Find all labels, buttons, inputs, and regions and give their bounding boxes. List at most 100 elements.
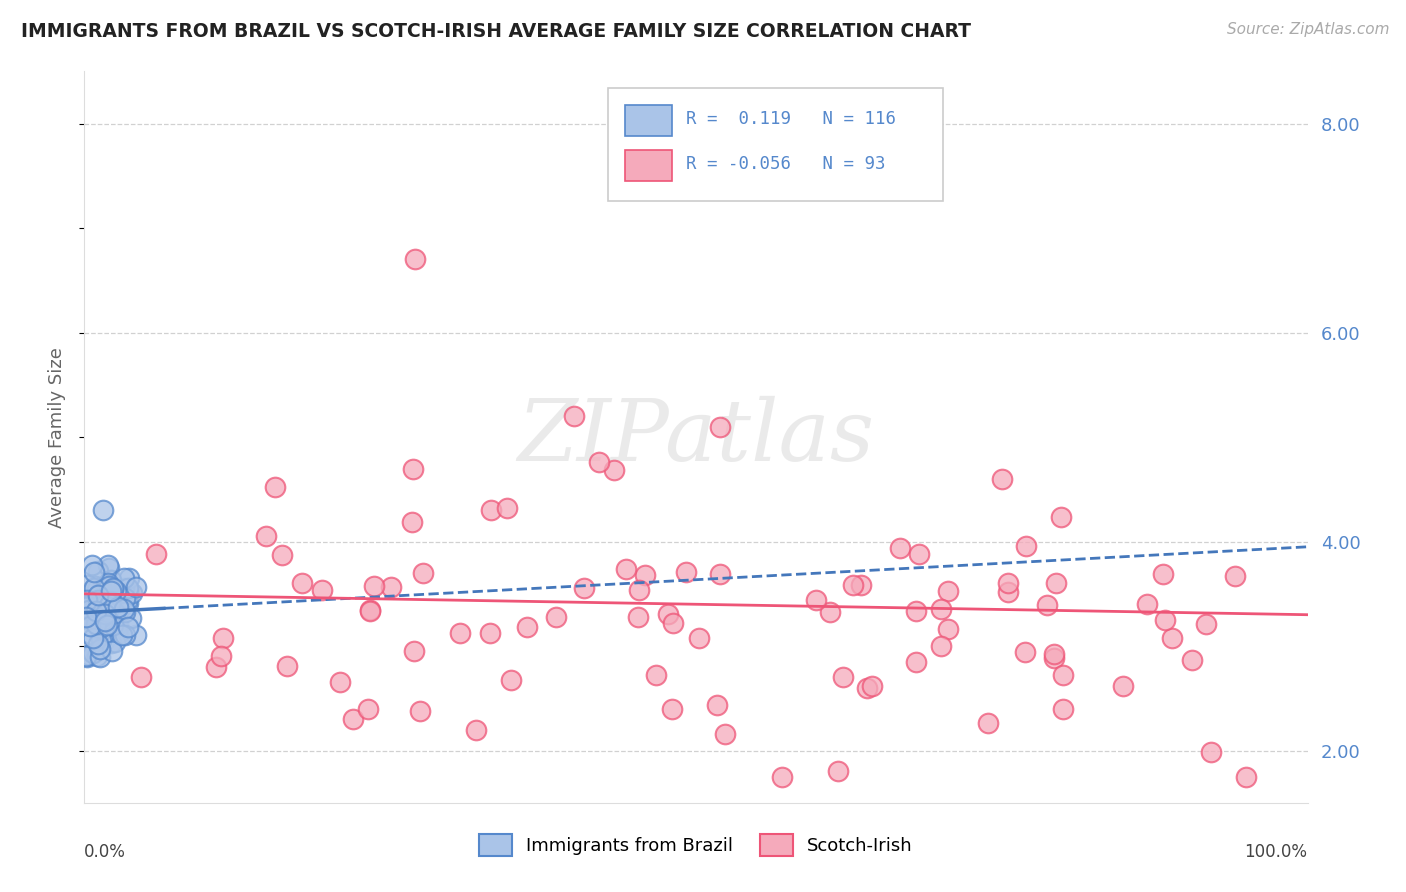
Point xyxy=(76,592,98,607)
Point xyxy=(89,641,111,656)
Point xyxy=(270,549,292,563)
Point xyxy=(89,650,111,665)
Point xyxy=(1043,647,1066,661)
Point xyxy=(1223,569,1246,583)
Point xyxy=(412,566,434,581)
Point xyxy=(464,723,486,737)
Point xyxy=(145,547,167,561)
Point xyxy=(117,571,139,585)
Point xyxy=(688,631,710,645)
Point xyxy=(87,588,110,602)
Point xyxy=(94,632,117,647)
Point xyxy=(104,606,127,620)
Point xyxy=(818,606,841,620)
Point xyxy=(856,681,879,695)
Point xyxy=(276,659,298,673)
Point xyxy=(114,605,136,619)
Point xyxy=(94,614,117,628)
Point xyxy=(562,409,585,424)
Point xyxy=(889,541,911,555)
Point xyxy=(82,558,104,572)
Point xyxy=(929,639,952,653)
Point xyxy=(82,596,104,610)
Point xyxy=(96,626,118,640)
Point xyxy=(101,644,124,658)
Point xyxy=(107,600,129,615)
Point xyxy=(89,620,111,634)
Point xyxy=(479,503,502,517)
Point xyxy=(83,582,105,596)
Point xyxy=(1014,645,1036,659)
Point xyxy=(1153,613,1175,627)
Point xyxy=(357,702,380,716)
Point xyxy=(709,566,731,581)
Point xyxy=(86,615,108,629)
Point xyxy=(86,604,108,618)
Point xyxy=(107,617,129,632)
Point xyxy=(80,611,103,625)
Text: R =  0.119   N = 116: R = 0.119 N = 116 xyxy=(686,110,896,128)
Y-axis label: Average Family Size: Average Family Size xyxy=(48,347,66,527)
Point xyxy=(572,581,595,595)
Point xyxy=(82,646,104,660)
Point xyxy=(936,583,959,598)
Point xyxy=(91,619,114,633)
Point xyxy=(117,581,139,595)
Point xyxy=(544,609,567,624)
Bar xyxy=(626,151,672,181)
Point xyxy=(1181,653,1204,667)
Point xyxy=(1160,631,1182,645)
Point xyxy=(90,610,112,624)
Point xyxy=(83,593,105,607)
Point xyxy=(209,649,232,664)
Point xyxy=(409,704,432,718)
Point xyxy=(100,583,122,598)
Point xyxy=(112,581,135,595)
Point xyxy=(84,617,107,632)
Point xyxy=(100,636,122,650)
Point xyxy=(495,501,517,516)
Point xyxy=(84,604,107,618)
Point xyxy=(479,626,502,640)
Point xyxy=(254,529,277,543)
Text: ZIPatlas: ZIPatlas xyxy=(517,396,875,478)
Point xyxy=(401,462,423,476)
Point xyxy=(96,608,118,623)
Point xyxy=(100,612,122,626)
Point xyxy=(110,601,132,615)
Point xyxy=(80,602,103,616)
Point xyxy=(644,668,666,682)
Point xyxy=(93,607,115,622)
Point xyxy=(96,618,118,632)
Point xyxy=(1152,567,1174,582)
Point xyxy=(76,649,98,664)
Point xyxy=(84,579,107,593)
Point xyxy=(120,611,142,625)
Point xyxy=(997,585,1019,599)
Point xyxy=(657,607,679,621)
Point xyxy=(806,592,828,607)
Point xyxy=(100,582,122,597)
Point xyxy=(627,609,650,624)
Point xyxy=(516,620,538,634)
Point xyxy=(907,547,929,561)
Point xyxy=(1036,599,1059,613)
Point xyxy=(79,619,101,633)
Point xyxy=(831,670,853,684)
Point xyxy=(212,631,235,645)
Point xyxy=(603,463,626,477)
Point xyxy=(89,617,111,632)
Point xyxy=(359,604,381,618)
Point xyxy=(86,582,108,596)
Point xyxy=(104,584,127,599)
Point xyxy=(98,579,121,593)
Point xyxy=(107,599,129,614)
Point xyxy=(770,770,793,784)
Point xyxy=(77,602,100,616)
Point xyxy=(936,622,959,636)
Point xyxy=(125,580,148,594)
Point xyxy=(112,571,135,585)
Point xyxy=(76,595,98,609)
Point xyxy=(709,419,731,434)
Point xyxy=(931,602,953,616)
